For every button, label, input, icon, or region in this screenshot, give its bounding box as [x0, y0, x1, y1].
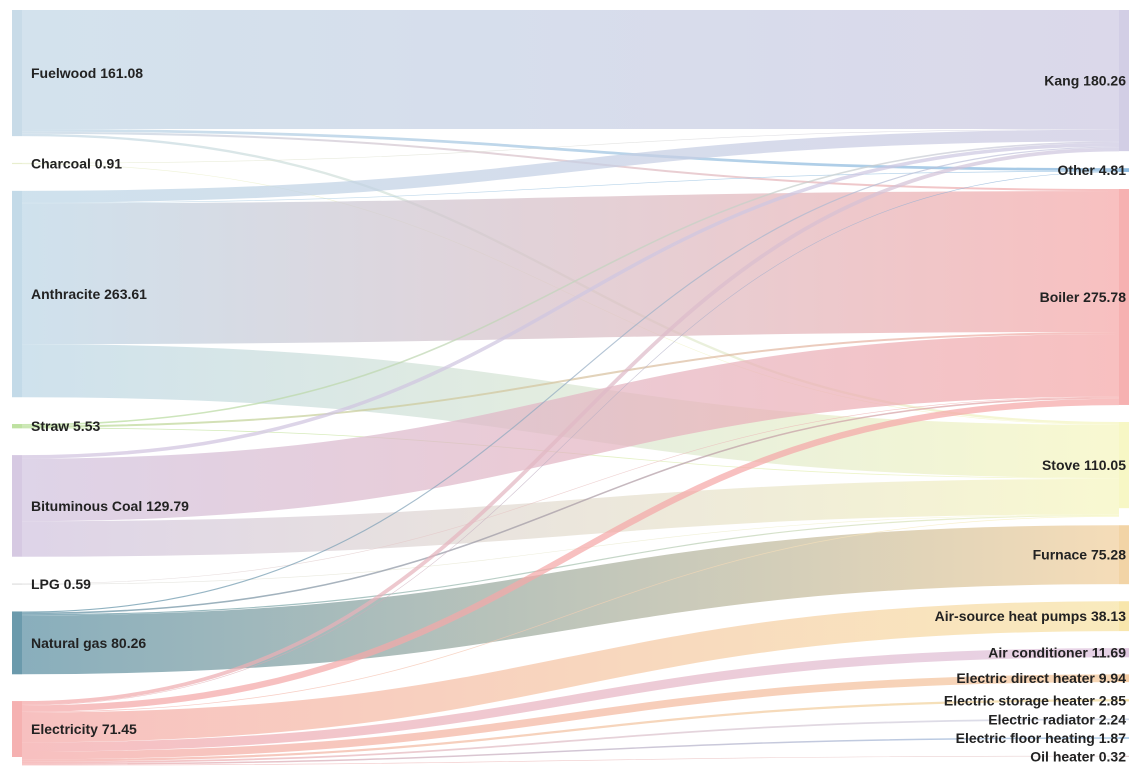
link-electricity-to-oil-heater — [21, 755, 1120, 766]
source-label-electricity: Electricity 71.45 — [31, 721, 137, 737]
node-straw — [12, 424, 22, 429]
node-electricity — [12, 701, 22, 757]
target-label-air-conditioner: Air conditioner 11.69 — [988, 645, 1126, 661]
nodes-layer — [12, 10, 1129, 757]
link-electricity-to-kang — [21, 147, 1120, 705]
link-natural-gas-to-kang — [21, 146, 1120, 613]
node-natural-gas — [12, 611, 22, 675]
source-label-fuelwood: Fuelwood 161.08 — [31, 65, 143, 81]
target-label-air-source-heat-pumps: Air-source heat pumps 38.13 — [935, 608, 1127, 624]
link-electricity-to-air-conditioner — [21, 648, 1120, 752]
node-fuelwood — [12, 10, 22, 137]
node-electric-storage-heater — [1119, 699, 1129, 702]
target-label-furnace: Furnace 75.28 — [1033, 547, 1127, 563]
link-anthracite-to-kang — [21, 129, 1120, 203]
source-label-bituminous-coal: Bituminous Coal 129.79 — [31, 498, 189, 514]
node-stove — [1119, 422, 1129, 509]
node-electric-direct-heater — [1119, 674, 1129, 683]
node-other — [1119, 168, 1129, 172]
link-electricity-to-air-source-heat-pumps — [21, 601, 1120, 743]
node-kang — [1119, 10, 1129, 152]
node-charcoal — [12, 162, 22, 165]
node-air-source-heat-pumps — [1119, 601, 1129, 632]
target-label-electric-storage-heater: Electric storage heater 2.85 — [944, 692, 1126, 708]
link-electricity-to-electric-radiator — [21, 718, 1120, 764]
link-bituminous-coal-to-stove — [21, 478, 1120, 557]
node-anthracite — [12, 190, 22, 398]
link-electricity-to-other — [21, 171, 1120, 706]
link-fuelwood-to-other — [21, 129, 1120, 171]
target-label-oil-heater: Oil heater 0.32 — [1030, 748, 1126, 764]
source-label-straw: Straw 5.53 — [31, 418, 100, 434]
target-label-electric-floor-heating: Electric floor heating 1.87 — [956, 730, 1127, 746]
link-lpg-to-boiler — [21, 396, 1120, 585]
link-electricity-to-electric-floor-heating — [21, 737, 1120, 765]
node-electric-radiator — [1119, 718, 1129, 721]
target-label-electric-radiator: Electric radiator 2.24 — [988, 711, 1126, 727]
link-natural-gas-to-stove — [21, 514, 1120, 616]
link-electricity-to-boiler — [21, 398, 1120, 712]
node-lpg — [12, 583, 22, 585]
labels-layer: Fuelwood 161.08 Charcoal 0.91 Anthracite 2… — [31, 65, 1126, 764]
link-natural-gas-to-furnace — [21, 525, 1120, 675]
node-furnace — [1119, 525, 1129, 585]
node-air-conditioner — [1119, 648, 1129, 658]
source-label-natural-gas: Natural gas 80.26 — [31, 635, 146, 651]
target-label-kang: Kang 180.26 — [1044, 73, 1126, 89]
node-bituminous-coal — [12, 455, 22, 557]
source-label-charcoal: Charcoal 0.91 — [31, 155, 122, 171]
source-label-anthracite: Anthracite 263.61 — [31, 286, 147, 302]
link-straw-to-kang — [21, 141, 1120, 426]
link-electricity-to-stove — [21, 516, 1120, 713]
link-charcoal-to-kang — [21, 129, 1120, 164]
link-natural-gas-to-boiler — [21, 397, 1120, 615]
links-layer — [21, 9, 1120, 766]
target-label-boiler: Boiler 275.78 — [1040, 289, 1127, 305]
target-label-other: Other 4.81 — [1058, 162, 1127, 178]
target-label-stove: Stove 110.05 — [1042, 457, 1126, 473]
link-lpg-to-stove — [21, 514, 1120, 585]
node-electric-floor-heating — [1119, 737, 1129, 739]
node-oil-heater — [1119, 755, 1129, 757]
link-anthracite-to-boiler — [21, 191, 1120, 345]
target-label-electric-direct-heater: Electric direct heater 9.94 — [956, 670, 1126, 686]
link-electricity-to-electric-direct-heater — [21, 674, 1120, 760]
node-boiler — [1119, 189, 1129, 405]
link-anthracite-to-other — [21, 170, 1120, 204]
link-electricity-to-electric-storage-heater — [21, 699, 1120, 762]
source-label-lpg: LPG 0.59 — [31, 576, 91, 592]
link-bituminous-coal-to-kang — [21, 142, 1120, 459]
